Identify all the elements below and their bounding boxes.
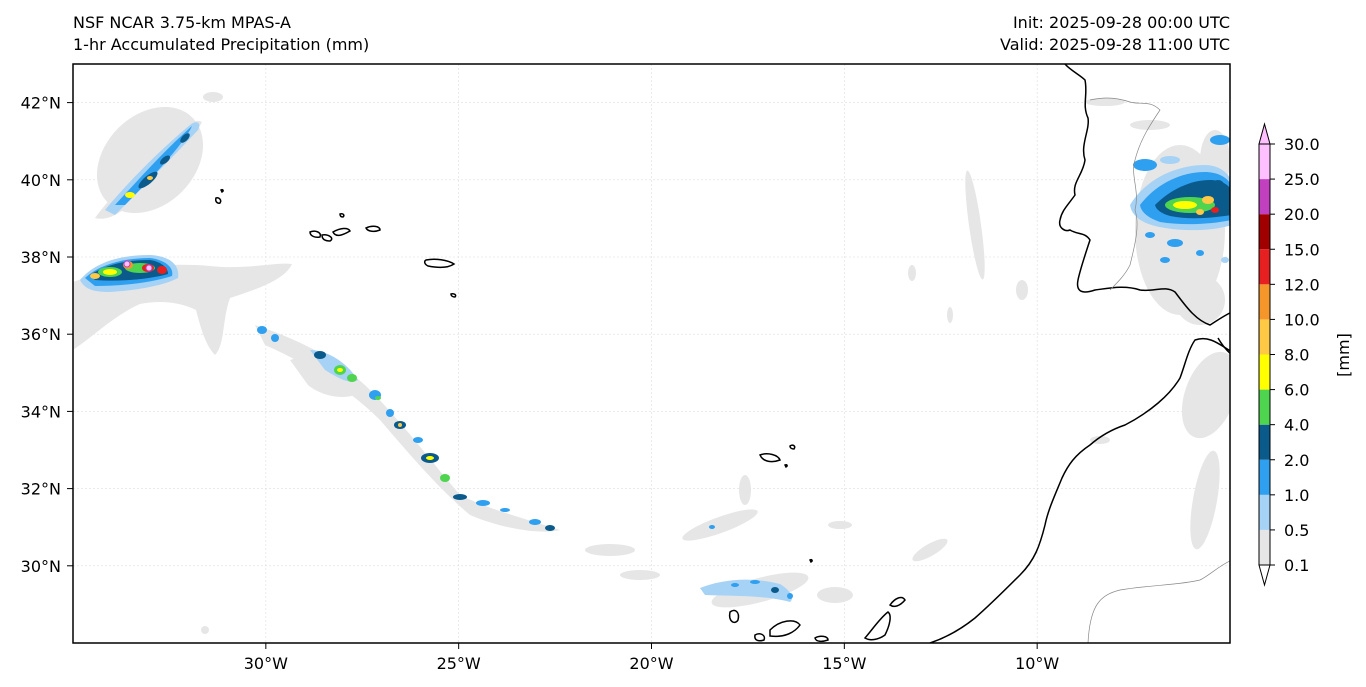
colorbar-tick-label: 4.0	[1284, 416, 1309, 435]
latitude-ticks: 42°N 40°N 38°N 36°N 34°N 32°N 30°N	[21, 94, 73, 576]
lat-tick-label: 38°N	[21, 248, 61, 267]
precip-iberia-storm	[1130, 135, 1230, 263]
coastlines	[215, 64, 1230, 643]
precip-band-azores-north	[95, 120, 202, 219]
colorbar-segment	[1259, 249, 1270, 285]
colorbar-tick-label: 20.0	[1284, 205, 1320, 224]
precip-band-southeast	[255, 325, 715, 532]
colorbar-tick-label: 25.0	[1284, 170, 1320, 189]
precip-canary-streaks	[700, 579, 793, 602]
lat-tick-label: 40°N	[21, 171, 61, 190]
lat-tick-label: 36°N	[21, 325, 61, 344]
colorbar-segment	[1259, 144, 1270, 180]
colorbar-segment	[1259, 284, 1270, 320]
colorbar-segment	[1259, 354, 1270, 390]
colorbar: 0.1 0.5 1.0 2.0 4.0 6.0 8.0 10.0 12.0 15.0 20.0 25.…	[1258, 122, 1320, 587]
precip-band-azores-south	[80, 255, 179, 292]
colorbar-segment	[1259, 459, 1270, 495]
lat-tick-label: 32°N	[21, 480, 61, 499]
colorbar-unit-label: [mm]	[1334, 333, 1353, 377]
colorbar-segment	[1259, 389, 1270, 425]
colorbar-tick-label: 15.0	[1284, 240, 1320, 259]
country-borders	[1087, 97, 1230, 643]
colorbar-tick-label: 1.0	[1284, 486, 1309, 505]
colorbar-tick-label: 10.0	[1284, 310, 1320, 329]
colorbar-tick-label: 0.1	[1284, 556, 1309, 575]
colorbar-tick-label: 30.0	[1284, 135, 1320, 154]
colorbar-tick-label: 8.0	[1284, 346, 1309, 365]
colorbar-tick-label: 6.0	[1284, 381, 1309, 400]
colorbar-segment	[1259, 214, 1270, 250]
init-time: Init: 2025-09-28 00:00 UTC	[1012, 13, 1230, 32]
lat-tick-label: 42°N	[21, 94, 61, 113]
colorbar-extend-max	[1258, 122, 1271, 145]
colorbar-segment	[1259, 424, 1270, 460]
lon-tick-label: 25°W	[437, 654, 481, 673]
colorbar-segment	[1259, 494, 1270, 530]
field-title: 1-hr Accumulated Precipitation (mm)	[73, 35, 370, 54]
colorbar-segment	[1259, 529, 1270, 565]
colorbar-segment	[1259, 319, 1270, 355]
colorbar-tick-label: 2.0	[1284, 451, 1309, 470]
precip-field	[73, 92, 1230, 634]
lon-tick-label: 20°W	[629, 654, 673, 673]
lat-tick-label: 30°N	[21, 557, 61, 576]
lon-tick-label: 15°W	[822, 654, 866, 673]
longitude-ticks: 30°W 25°W 20°W 15°W 10°W	[244, 643, 1059, 673]
lon-tick-label: 30°W	[244, 654, 288, 673]
map-panel	[72, 63, 1231, 644]
colorbar-extend-min	[1258, 564, 1271, 587]
colorbar-segment	[1259, 179, 1270, 215]
gridlines	[73, 64, 1230, 643]
title-left: NSF NCAR 3.75-km MPAS-A 1-hr Accumulated…	[73, 12, 369, 56]
lon-tick-label: 10°W	[1015, 654, 1059, 673]
lat-tick-label: 34°N	[21, 402, 61, 421]
model-title: NSF NCAR 3.75-km MPAS-A	[73, 13, 291, 32]
valid-time: Valid: 2025-09-28 11:00 UTC	[999, 35, 1230, 54]
colorbar-tick-label: 12.0	[1284, 275, 1320, 294]
title-right: Init: 2025-09-28 00:00 UTC Valid: 2025-0…	[1000, 12, 1230, 56]
colorbar-tick-label: 0.5	[1284, 521, 1309, 540]
